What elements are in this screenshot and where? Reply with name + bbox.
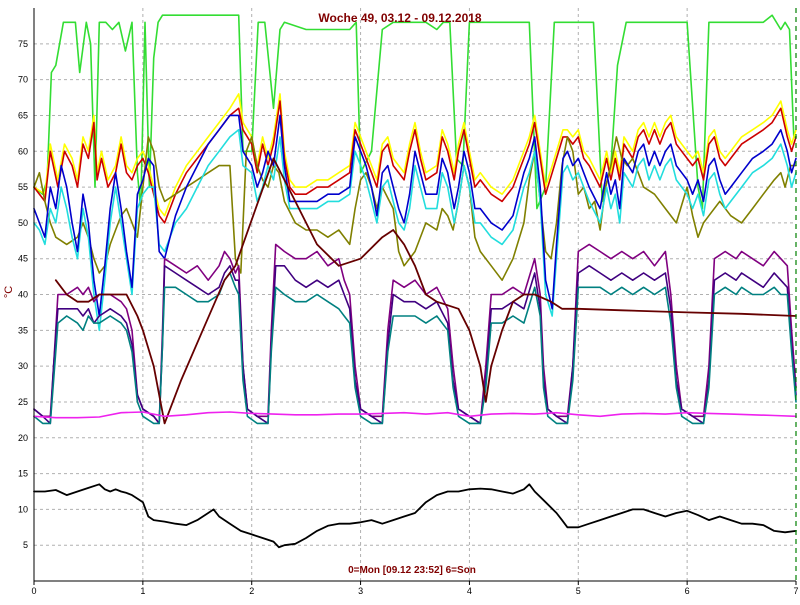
- chart-title: Woche 49, 03.12 - 09.12.2018: [318, 11, 482, 25]
- series-line-10: [54, 157, 797, 425]
- x-tick-label: 2: [249, 586, 254, 596]
- series-line-8: [33, 265, 797, 425]
- y-axis-label: °C: [3, 286, 15, 298]
- series-line-9: [33, 272, 797, 425]
- x-tick-label: 7: [793, 586, 798, 596]
- x-tick-label: 5: [576, 586, 581, 596]
- y-tick-label: 50: [18, 218, 28, 228]
- y-tick-label: 5: [23, 540, 28, 550]
- series-line-6: [33, 114, 797, 317]
- chart-footer: 0=Mon [09.12 23:52] 6=Son: [348, 565, 476, 576]
- y-tick-label: 20: [18, 433, 28, 443]
- y-tick-label: 15: [18, 469, 28, 479]
- y-tick-label: 40: [18, 290, 28, 300]
- series-line-11: [33, 411, 797, 419]
- grid: [34, 8, 796, 581]
- y-tick-label: 35: [18, 325, 28, 335]
- series-line-3: [33, 100, 797, 224]
- y-tick-label: 60: [18, 146, 28, 156]
- y-tick-label: 55: [18, 182, 28, 192]
- y-tick-label: 30: [18, 361, 28, 371]
- y-tick-label: 65: [18, 110, 28, 120]
- x-tick-label: 4: [467, 586, 472, 596]
- axes: [33, 8, 797, 582]
- x-tick-label: 3: [358, 586, 363, 596]
- x-tick-label: 6: [685, 586, 690, 596]
- series-line-12: [33, 483, 797, 549]
- x-tick-label: 1: [140, 586, 145, 596]
- y-tick-label: 25: [18, 397, 28, 407]
- series-line-1: [33, 14, 797, 210]
- y-tick-label: 70: [18, 75, 28, 85]
- y-tick-label: 75: [18, 39, 28, 49]
- x-tick-label: 0: [31, 586, 36, 596]
- series-line-2: [33, 93, 797, 217]
- y-tick-label: 45: [18, 254, 28, 264]
- series-line-4: [33, 136, 797, 281]
- series-line-5: [33, 129, 797, 332]
- series-group: [33, 14, 797, 549]
- y-tick-label: 10: [18, 504, 28, 514]
